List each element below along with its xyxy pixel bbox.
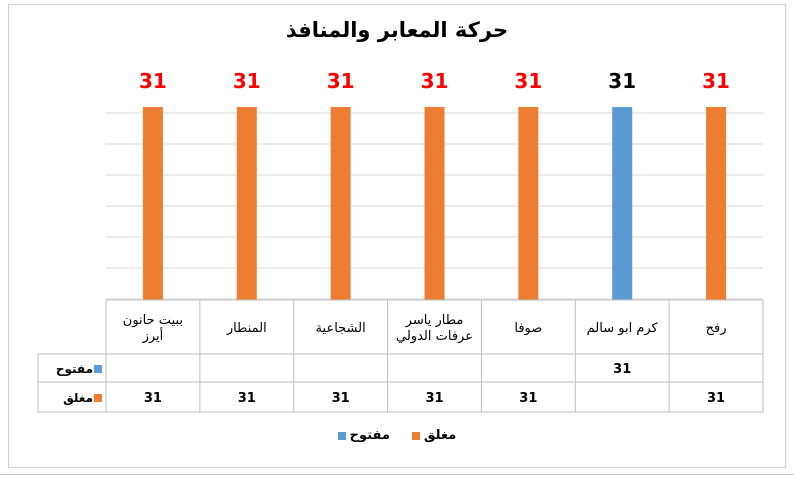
table-value-1-1: 31: [238, 391, 256, 406]
chart-frame: [8, 4, 786, 468]
chart-legend: مغلق مفتوح: [0, 428, 794, 443]
table-value-0-5: 31: [613, 362, 631, 377]
legend-label: مفتوح: [349, 428, 390, 443]
bar-closed-1: [236, 107, 257, 300]
category-label-0: ببيت حانون أيرز: [123, 313, 183, 344]
table-value-1-4: 31: [519, 391, 537, 406]
category-label-5: كرم ابو سالم: [587, 321, 659, 336]
data-label-1: 31: [233, 69, 261, 93]
legend-item-0: مغلق: [411, 428, 457, 443]
legend-swatch: [411, 431, 420, 440]
category-label-4: صوفا: [514, 321, 542, 336]
bar-open-5: [612, 107, 633, 300]
bar-closed-6: [706, 107, 727, 300]
category-label-3: مطار ياسر عرفات الدولي: [396, 313, 473, 344]
table-value-1-3: 31: [425, 391, 443, 406]
legend-swatch: [337, 431, 346, 440]
table-value-1-0: 31: [144, 391, 162, 406]
data-label-5: 31: [608, 69, 636, 93]
category-label-2: الشجاعية: [316, 321, 366, 336]
table-series-name-0: مفتوح: [56, 362, 93, 377]
bar-closed-3: [424, 107, 445, 300]
data-label-2: 31: [327, 69, 355, 93]
divider: [0, 474, 794, 475]
data-label-6: 31: [702, 69, 730, 93]
data-label-3: 31: [421, 69, 449, 93]
legend-label: مغلق: [423, 428, 457, 443]
table-series-name-1: مغلق: [63, 391, 93, 405]
table-value-1-2: 31: [332, 391, 350, 406]
table-value-1-6: 31: [707, 391, 725, 406]
table-series-swatch-0: [94, 365, 102, 373]
data-label-0: 31: [139, 69, 167, 93]
data-label-4: 31: [514, 69, 542, 93]
table-series-swatch-1: [94, 394, 102, 402]
bar-closed-4: [518, 107, 539, 300]
category-label-6: رفح: [706, 321, 727, 336]
bar-closed-0: [142, 107, 163, 300]
legend-item-1: مفتوح: [337, 428, 390, 443]
chart-title: حركة المعابر والمنافذ: [285, 18, 509, 42]
category-label-1: المنطار: [226, 321, 267, 336]
bar-closed-2: [330, 107, 351, 300]
